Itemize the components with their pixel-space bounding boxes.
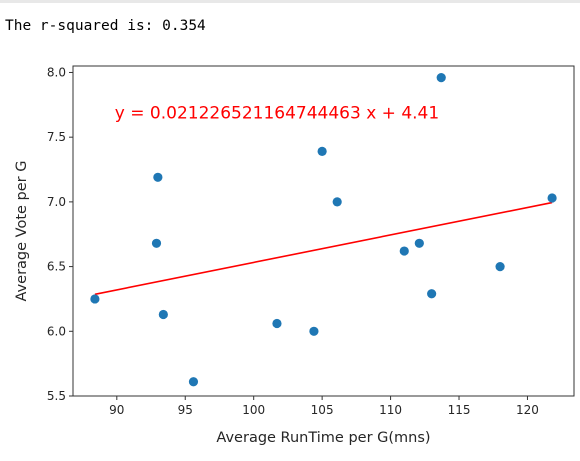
data-point [90, 294, 100, 304]
data-point [153, 172, 163, 182]
regression-equation: y = 0.021226521164744463 x + 4.41 [115, 103, 439, 123]
y-axis-label: Average Vote per G [14, 161, 30, 302]
y-tick-label: 5.5 [47, 389, 66, 403]
x-tick-label: 95 [178, 403, 193, 417]
plot-frame [72, 65, 575, 397]
y-tick-label: 6.0 [47, 324, 66, 338]
data-point [495, 261, 505, 272]
data-point [436, 73, 446, 83]
x-tick-label: 120 [516, 403, 539, 417]
data-point [272, 318, 282, 329]
y-tick-label: 7.0 [47, 195, 66, 209]
y-tick-label: 6.5 [47, 260, 66, 274]
x-tick-label: 100 [242, 403, 265, 417]
x-axis-label: Average RunTime per G(mns) [216, 430, 430, 446]
data-point [399, 246, 409, 256]
x-tick-label: 110 [379, 403, 402, 417]
r-squared-output: The r-squared is: 0.354 [5, 18, 206, 34]
data-point [158, 309, 168, 320]
output-cell-divider [0, 0, 580, 3]
regression-line [94, 201, 553, 296]
data-point [317, 146, 327, 157]
tick-layer: 90 95 100 105 110 115 120 5.5 6.0 6.5 7.0 7.5 8.0 [47, 65, 539, 417]
data-point [427, 289, 437, 299]
data-point [309, 326, 319, 336]
data-point [332, 197, 342, 207]
y-tick-label: 7.5 [47, 130, 66, 144]
data-point [151, 238, 162, 248]
data-point [188, 377, 199, 387]
x-tick-label: 90 [109, 403, 124, 417]
x-tick-label: 105 [311, 403, 334, 417]
data-point [414, 238, 424, 248]
point-layer [90, 73, 557, 387]
data-point [547, 193, 557, 203]
x-tick-label: 115 [448, 403, 471, 417]
y-tick-label: 8.0 [47, 65, 66, 79]
